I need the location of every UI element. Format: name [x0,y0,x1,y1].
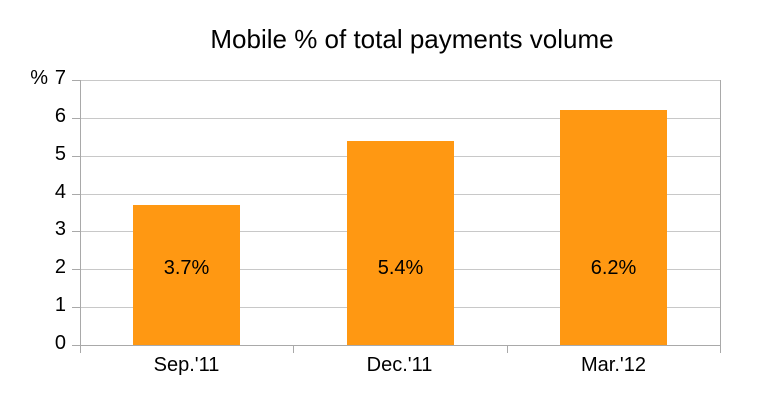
y-tick [72,194,80,195]
y-tick [72,80,80,81]
x-tick [293,345,294,353]
y-tick-label: 2 [54,256,66,278]
y-tick-label: 7 [54,67,66,89]
y-tick [72,118,80,119]
y-axis-line [80,80,81,353]
x-tick-label: Dec.'11 [366,354,433,376]
bar [133,205,240,345]
chart-title: Mobile % of total payments volume [210,24,614,54]
bar [560,110,667,345]
y-tick [72,307,80,308]
bar-value-label: 3.7% [163,257,210,279]
x-tick-label: Mar.'12 [581,354,646,376]
y-tick-label: 6 [54,105,66,127]
y-tick [72,269,80,270]
y-tick-label: 1 [54,294,66,316]
x-tick [507,345,508,353]
y-axis-unit-label: % [30,67,48,89]
y-tick-label: 5 [54,143,66,165]
bar-value-label: 5.4% [377,257,424,279]
bar [347,141,454,345]
y-tick-label: 4 [54,181,66,203]
bar-value-label: 6.2% [590,257,637,279]
gridline [80,80,720,81]
y-tick [72,231,80,232]
y-tick [72,156,80,157]
y-tick-label: 0 [54,332,66,354]
y-tick-label: 3 [54,218,66,240]
x-tick-label: Sep.'11 [153,354,220,376]
plot-right-border [720,80,721,353]
gridline [80,118,720,119]
x-axis-line [72,345,720,346]
